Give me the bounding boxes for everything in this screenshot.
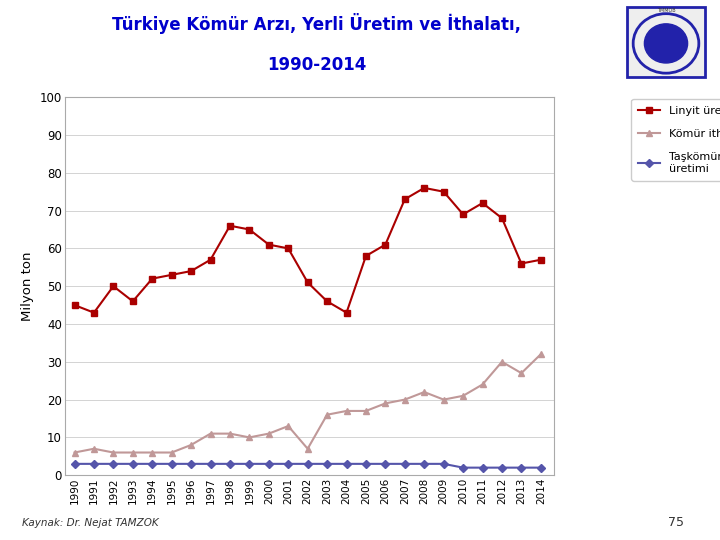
Kömür ithalatı (536, 351, 545, 357)
Kömür ithalatı (303, 446, 312, 452)
Text: TMMOB: TMMOB (657, 8, 675, 13)
Linyit üretimi (323, 298, 331, 305)
Taşkömürü
üretimi (264, 461, 273, 467)
Taşkömürü
üretimi (148, 461, 156, 467)
Linyit üretimi (89, 309, 98, 316)
Linyit üretimi (245, 226, 253, 233)
Text: Türkiye Kömür Arzı, Yerli Üretim ve İthalatı,: Türkiye Kömür Arzı, Yerli Üretim ve İtha… (112, 13, 521, 34)
Text: 75: 75 (668, 516, 684, 530)
Linyit üretimi (303, 279, 312, 286)
Kömür ithalatı (167, 449, 176, 456)
Linyit üretimi (284, 245, 292, 252)
Linyit üretimi (186, 268, 195, 274)
Kömür ithalatı (400, 396, 409, 403)
Kömür ithalatı (148, 449, 156, 456)
Linyit üretimi (342, 309, 351, 316)
Linyit üretimi (70, 302, 78, 308)
Kömür ithalatı (245, 434, 253, 441)
Kömür ithalatı (109, 449, 117, 456)
FancyBboxPatch shape (627, 6, 705, 77)
Linyit üretimi (498, 215, 506, 221)
Taşkömürü
üretimi (517, 464, 526, 471)
Kömür ithalatı (498, 359, 506, 365)
Kömür ithalatı (478, 381, 487, 388)
Line: Kömür ithalatı: Kömür ithalatı (71, 351, 544, 456)
Taşkömürü
üretimi (167, 461, 176, 467)
Taşkömürü
üretimi (381, 461, 390, 467)
Y-axis label: Milyon ton: Milyon ton (21, 252, 35, 321)
Kömür ithalatı (128, 449, 137, 456)
Kömür ithalatı (284, 423, 292, 429)
Kömür ithalatı (381, 400, 390, 407)
Kömür ithalatı (206, 430, 215, 437)
Taşkömürü
üretimi (303, 461, 312, 467)
Taşkömürü
üretimi (128, 461, 137, 467)
Line: Linyit üretimi: Linyit üretimi (71, 185, 544, 316)
Taşkömürü
üretimi (498, 464, 506, 471)
Kömür ithalatı (323, 411, 331, 418)
Taşkömürü
üretimi (186, 461, 195, 467)
Line: Taşkömürü
üretimi: Taşkömürü üretimi (72, 461, 544, 470)
Linyit üretimi (478, 200, 487, 206)
Kömür ithalatı (439, 396, 448, 403)
Linyit üretimi (206, 256, 215, 263)
Linyit üretimi (459, 211, 467, 218)
Text: Kaynak: Dr. Nejat TAMZOK: Kaynak: Dr. Nejat TAMZOK (22, 518, 158, 529)
Taşkömürü
üretimi (459, 464, 467, 471)
Linyit üretimi (128, 298, 137, 305)
Linyit üretimi (225, 222, 234, 229)
Kömür ithalatı (186, 442, 195, 448)
Kömür ithalatı (517, 370, 526, 376)
Taşkömürü
üretimi (89, 461, 98, 467)
Linyit üretimi (361, 253, 370, 259)
Linyit üretimi (264, 241, 273, 248)
Linyit üretimi (400, 196, 409, 202)
Kömür ithalatı (459, 393, 467, 399)
Kömür ithalatı (264, 430, 273, 437)
Linyit üretimi (517, 260, 526, 267)
Kömür ithalatı (361, 408, 370, 414)
Linyit üretimi (381, 241, 390, 248)
Kömür ithalatı (70, 449, 78, 456)
Legend: Linyit üretimi, Kömür ithalatı, Taşkömürü
üretimi: Linyit üretimi, Kömür ithalatı, Taşkömür… (631, 99, 720, 180)
Kömür ithalatı (420, 389, 428, 395)
Taşkömürü
üretimi (400, 461, 409, 467)
Taşkömürü
üretimi (361, 461, 370, 467)
Linyit üretimi (439, 188, 448, 195)
Taşkömürü
üretimi (225, 461, 234, 467)
Linyit üretimi (148, 275, 156, 282)
Circle shape (644, 24, 688, 63)
Linyit üretimi (420, 185, 428, 191)
Taşkömürü
üretimi (284, 461, 292, 467)
Taşkömürü
üretimi (206, 461, 215, 467)
Linyit üretimi (167, 272, 176, 278)
Kömür ithalatı (342, 408, 351, 414)
Taşkömürü
üretimi (439, 461, 448, 467)
Taşkömürü
üretimi (342, 461, 351, 467)
Taşkömürü
üretimi (478, 464, 487, 471)
Kömür ithalatı (225, 430, 234, 437)
Taşkömürü
üretimi (536, 464, 545, 471)
Taşkömürü
üretimi (323, 461, 331, 467)
Taşkömürü
üretimi (420, 461, 428, 467)
Taşkömürü
üretimi (109, 461, 117, 467)
Taşkömürü
üretimi (70, 461, 78, 467)
Text: 1990-2014: 1990-2014 (267, 56, 366, 75)
Linyit üretimi (109, 283, 117, 289)
Kömür ithalatı (89, 446, 98, 452)
Taşkömürü
üretimi (245, 461, 253, 467)
Linyit üretimi (536, 256, 545, 263)
